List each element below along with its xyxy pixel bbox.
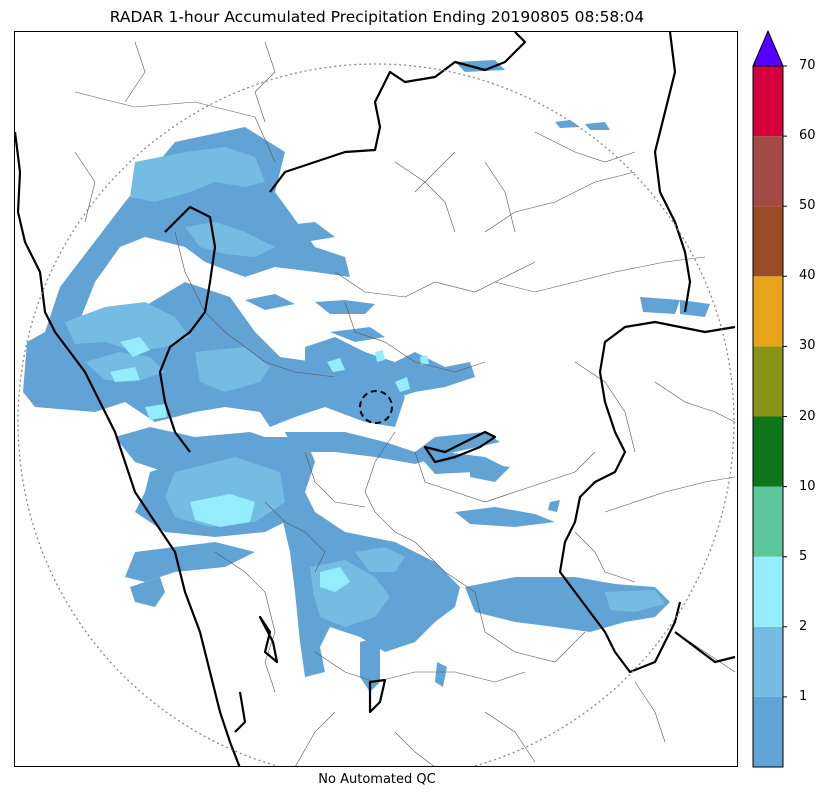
precip-colorbar: 1 2 5 10 20 30 40 50 60 70 — [745, 25, 825, 775]
colorbar-tick-label: 20 — [799, 408, 816, 424]
colorbar-extend-arrow — [752, 29, 784, 67]
qc-footer: No Automated QC — [318, 772, 436, 787]
colorbar-level-9 — [753, 66, 783, 137]
colorbar-level-4 — [753, 416, 783, 487]
colorbar-tick-label: 5 — [799, 548, 808, 564]
precip-heavy-layer — [110, 337, 429, 592]
radar-site-marker — [359, 390, 393, 424]
colorbar-canvas — [752, 29, 787, 768]
radar-range-ring — [17, 63, 735, 766]
colorbar-level-6 — [753, 276, 783, 347]
colorbar-level-0 — [753, 696, 783, 767]
colorbar-tick-label: 50 — [799, 198, 816, 214]
colorbar-level-8 — [753, 136, 783, 207]
colorbar-tick-label: 2 — [799, 618, 808, 634]
colorbar-level-7 — [753, 206, 783, 277]
colorbar-level-1 — [753, 626, 783, 697]
colorbar-tick-label: 30 — [799, 338, 816, 354]
radar-map-canvas — [15, 32, 736, 766]
colorbar-tick-label: 60 — [799, 128, 816, 144]
colorbar-tick-label: 1 — [799, 688, 808, 704]
district-boundaries — [74, 41, 736, 766]
radar-map — [14, 31, 738, 767]
colorbar-tick-label-top: 70 — [799, 58, 816, 73]
colorbar-level-2 — [753, 556, 783, 627]
colorbar-tick-label: 10 — [799, 478, 816, 494]
map-title: RADAR 1-hour Accumulated Precipitation E… — [109, 8, 645, 26]
colorbar-tick-label: 40 — [799, 268, 816, 284]
coastline-borders — [15, 32, 736, 766]
colorbar-level-3 — [753, 486, 783, 557]
colorbar-level-5 — [753, 346, 783, 417]
